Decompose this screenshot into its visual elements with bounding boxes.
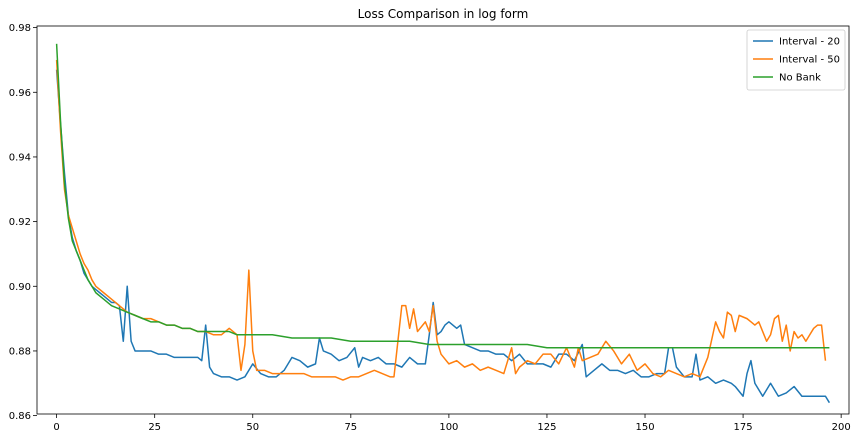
x-tick-label: 75 (344, 422, 357, 433)
legend: Interval - 20 Interval - 50 No Bank (746, 29, 846, 91)
x-tick-label: 125 (537, 422, 556, 433)
x-tick-label: 0 (53, 422, 59, 433)
y-tick-label: 0.94 (9, 152, 31, 163)
x-tick-label: 25 (148, 422, 161, 433)
legend-box (746, 29, 846, 91)
y-tick-label: 0.96 (9, 88, 31, 99)
legend-label-3: No Bank (779, 73, 821, 84)
y-tick-label: 0.90 (9, 282, 31, 293)
x-tick-label: 200 (832, 422, 851, 433)
series-line-1 (55, 69, 831, 404)
y-tick-label: 0.86 (9, 411, 31, 422)
x-tick-label: 175 (734, 422, 753, 433)
y-tick-label: 0.92 (9, 217, 31, 228)
x-tick-label: 50 (246, 422, 259, 433)
y-tick-label: 0.98 (9, 23, 31, 34)
series-group (55, 43, 831, 404)
y-tick-label: 0.88 (9, 346, 31, 357)
legend-label-1: Interval - 20 (779, 37, 840, 48)
x-tick-label: 150 (635, 422, 654, 433)
chart-title: Loss Comparison in log form (358, 7, 529, 21)
series-line-3 (55, 43, 830, 349)
x-tick-label: 100 (439, 422, 458, 433)
plot-area (36, 25, 850, 415)
legend-label-2: Interval - 50 (779, 55, 840, 66)
